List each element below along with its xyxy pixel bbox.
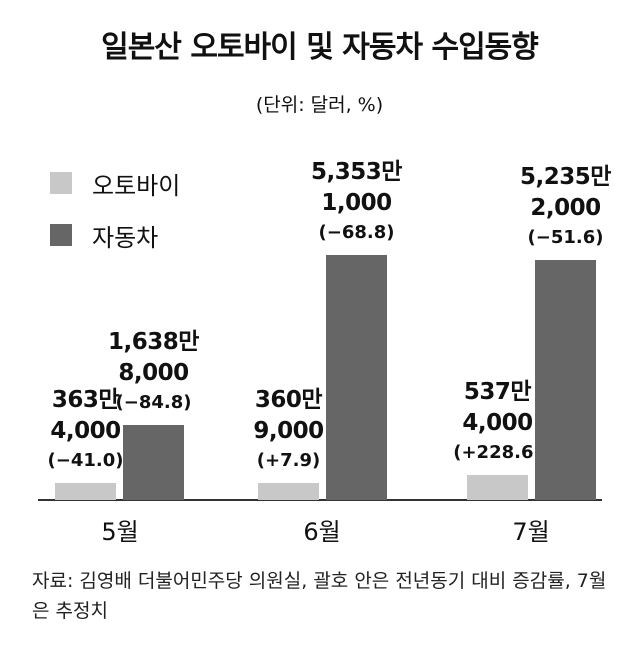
chart-title: 일본산 오토바이 및 자동차 수입동향 — [101, 30, 539, 65]
value-label: 1,638만 8,000 — [108, 329, 199, 386]
change-label: (+7.9) — [256, 450, 321, 472]
x-tick-label: 7월 — [512, 518, 550, 546]
bar — [123, 424, 184, 500]
legend-label: 자동차 — [92, 224, 159, 252]
change-label: (−84.8) — [115, 392, 192, 413]
value-label: 537만 4,000 — [462, 379, 533, 437]
value-label: 5,235만 2,000 — [520, 164, 611, 222]
legend-swatch — [50, 224, 72, 246]
label-group: 537만 4,000 (+228.6) — [428, 377, 568, 467]
legend-swatch — [50, 172, 72, 194]
chart-subtitle: (단위: 달러, %) — [255, 94, 384, 116]
x-tick-label: 6월 — [303, 518, 341, 546]
source-note: 자료: 김영배 더불어민주당 의원실, 괄호 안은 전년동기 대비 증감률, 7… — [32, 570, 607, 622]
bar — [326, 255, 387, 500]
label-group: 1,638만 8,000 (−84.8) — [84, 327, 224, 417]
bar — [55, 483, 116, 500]
bar — [467, 475, 528, 500]
label-group: 360만 9,000 (+7.9) — [219, 385, 359, 475]
change-label: (+228.6) — [453, 442, 542, 464]
value-label: 363만 4,000 — [50, 387, 121, 445]
legend-label: 오토바이 — [92, 172, 181, 200]
change-label: (−51.6) — [527, 227, 604, 249]
x-tick-label: 5월 — [101, 518, 139, 546]
label-group: 5,353만 1,000 (−68.8) — [287, 157, 427, 247]
change-label: (−41.0) — [47, 450, 124, 472]
value-label: 5,353만 1,000 — [311, 159, 402, 216]
change-label: (−68.8) — [318, 222, 395, 243]
label-group: 363만 4,000 (−41.0) — [16, 385, 156, 475]
value-label: 360만 9,000 — [253, 387, 324, 445]
baseline — [38, 499, 602, 501]
bar — [258, 483, 319, 500]
label-group: 5,235만 2,000 (−51.6) — [496, 162, 636, 252]
bar — [535, 260, 596, 500]
